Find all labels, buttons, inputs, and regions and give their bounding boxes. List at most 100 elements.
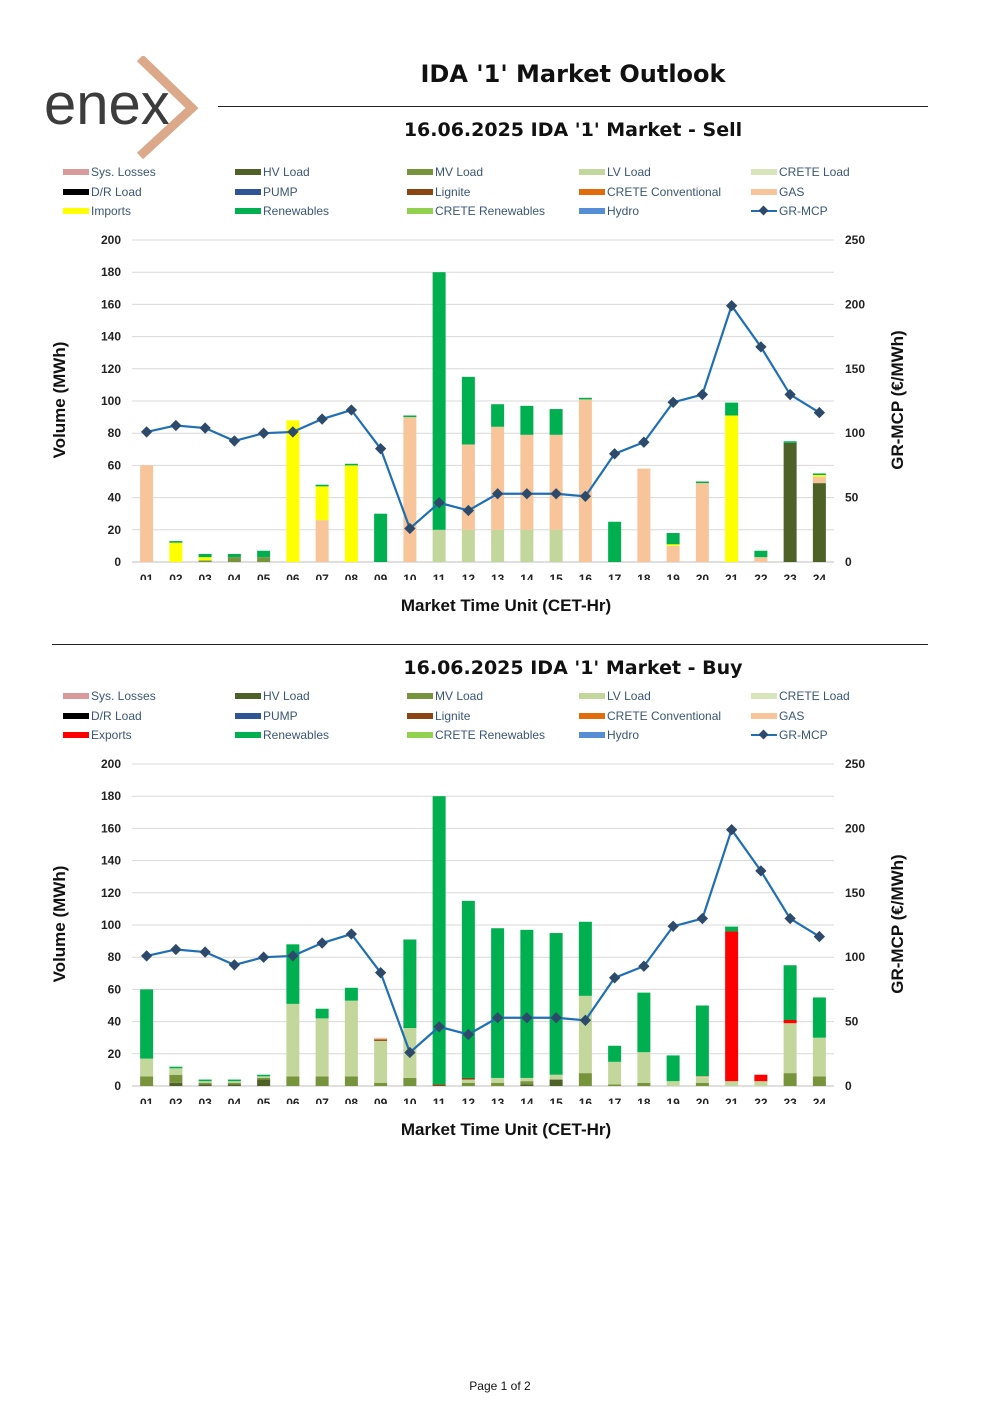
bar-imports	[344, 465, 358, 562]
legend-swatch	[407, 732, 433, 738]
chart-buy-legend: Sys. Losses HV Load MV Load LV Load CRETE Lo…	[63, 689, 943, 749]
y-tick-label: 120	[101, 362, 121, 376]
title-divider	[218, 106, 928, 107]
x-tick-label: 14	[520, 1096, 534, 1104]
x-tick-label: 15	[549, 572, 563, 580]
bar-renewables	[461, 376, 475, 445]
legend-item-exports: Exports	[63, 728, 132, 742]
y-tick-label: 40	[108, 1015, 122, 1029]
mcp-point	[199, 946, 211, 958]
bar-hv-load	[549, 1079, 563, 1086]
bar-lv-load	[608, 1061, 622, 1085]
x-tick-label: 05	[257, 1096, 271, 1104]
bar-renewables	[257, 550, 271, 558]
mcp-point	[491, 1012, 504, 1024]
legend-item-crete-load: CRETE Load	[751, 165, 850, 179]
bar-lv-load	[754, 1081, 768, 1086]
bar-renewables	[140, 989, 154, 1059]
y-tick-label: 100	[101, 918, 121, 932]
bar-mv-load	[257, 1077, 271, 1080]
bar-lv-load	[578, 995, 592, 1074]
bar-renewables	[169, 1066, 183, 1069]
bar-renewables	[578, 921, 592, 996]
bar-mv-load	[257, 557, 271, 562]
bar-lv-load	[725, 1081, 739, 1086]
legend-swatch	[579, 712, 605, 719]
bar-lv-load	[432, 529, 446, 562]
bar-lv-load	[695, 1077, 709, 1083]
legend-label: GR-MCP	[779, 728, 828, 742]
mcp-point	[696, 912, 709, 925]
y2-tick-label: 250	[845, 757, 865, 771]
x-tick-label: 13	[491, 1096, 505, 1104]
bar-lv-load	[461, 1079, 475, 1083]
bar-exports	[783, 1019, 797, 1024]
mcp-point	[813, 406, 826, 419]
x-tick-label: 21	[725, 1096, 739, 1104]
legend-item-mv-load: MV Load	[407, 165, 483, 179]
x-tick-label: 22	[754, 1096, 768, 1104]
bar-lv-load	[169, 1068, 183, 1075]
legend-swatch	[63, 712, 89, 719]
logo-chevron	[136, 56, 199, 160]
bar-lv-load	[140, 1058, 154, 1077]
legend-item-pump: PUMP	[235, 709, 298, 723]
bar-renewables	[812, 997, 826, 1038]
y-tick-label: 0	[114, 1079, 121, 1093]
legend-item-sys-losses: Sys. Losses	[63, 165, 156, 179]
legend-label: GAS	[779, 708, 805, 723]
bar-exports	[754, 1074, 768, 1082]
legend-swatch	[235, 732, 261, 738]
legend-item-mcp-line: GR-MCP	[751, 728, 828, 742]
legend-item-dr-load: D/R Load	[63, 185, 142, 199]
bar-renewables	[286, 944, 300, 1004]
x-tick-label: 07	[315, 572, 329, 580]
x-tick-label: 11	[433, 572, 446, 580]
legend-label: Imports	[91, 204, 132, 218]
bar-lv-load	[257, 1076, 271, 1078]
legend-swatch	[63, 169, 89, 175]
bar-renewables	[520, 929, 534, 1078]
enex-logo: enex	[44, 56, 199, 160]
y2-tick-label: 100	[845, 950, 865, 964]
chart-buy-title: 16.06.2025 IDA '1' Market - Buy	[403, 657, 743, 679]
legend-label: Hydro	[607, 204, 640, 218]
bar-renewables	[227, 553, 241, 558]
bar-mv-load	[403, 1077, 417, 1086]
bar-hv-load	[812, 483, 826, 562]
bar-renewables	[344, 987, 358, 1001]
legend-item-lv-load: LV Load	[579, 689, 651, 703]
legend-label: PUMP	[263, 708, 298, 723]
bar-renewables	[374, 513, 388, 562]
mcp-line	[146, 827, 820, 1055]
bar-exports	[725, 931, 739, 1082]
bar-mv-load	[315, 1076, 329, 1086]
bar-lignite	[432, 1084, 446, 1086]
bar-gas	[520, 434, 534, 530]
legend-label: CRETE Renewables	[435, 204, 546, 218]
y-tick-label: 200	[101, 757, 121, 771]
bar-imports	[286, 420, 300, 562]
mcp-point	[667, 920, 679, 932]
legend-swatch	[63, 693, 89, 699]
mcp-point	[667, 396, 679, 408]
legend-swatch	[235, 208, 261, 214]
mcp-point	[170, 419, 182, 432]
x-tick-label: 20	[696, 572, 710, 580]
chart-buy-xlabel: Market Time Unit (CET-Hr)	[400, 1120, 612, 1139]
mcp-point	[433, 1021, 445, 1033]
y-tick-label: 60	[108, 982, 122, 996]
legend-swatch	[235, 188, 261, 195]
mcp-point	[140, 426, 153, 438]
mcp-point	[638, 436, 650, 448]
legend-label: MV Load	[435, 165, 484, 179]
mcp-point	[228, 959, 241, 971]
x-tick-label: 24	[813, 1096, 827, 1104]
bar-imports	[666, 544, 680, 546]
bar-mv-load	[227, 557, 241, 562]
bar-renewables	[637, 992, 651, 1053]
x-tick-label: 04	[228, 572, 242, 580]
x-tick-label: 08	[345, 1096, 359, 1104]
chart-sell-xlabel: Market Time Unit (CET-Hr)	[400, 596, 612, 615]
bar-renewables	[198, 1079, 212, 1082]
